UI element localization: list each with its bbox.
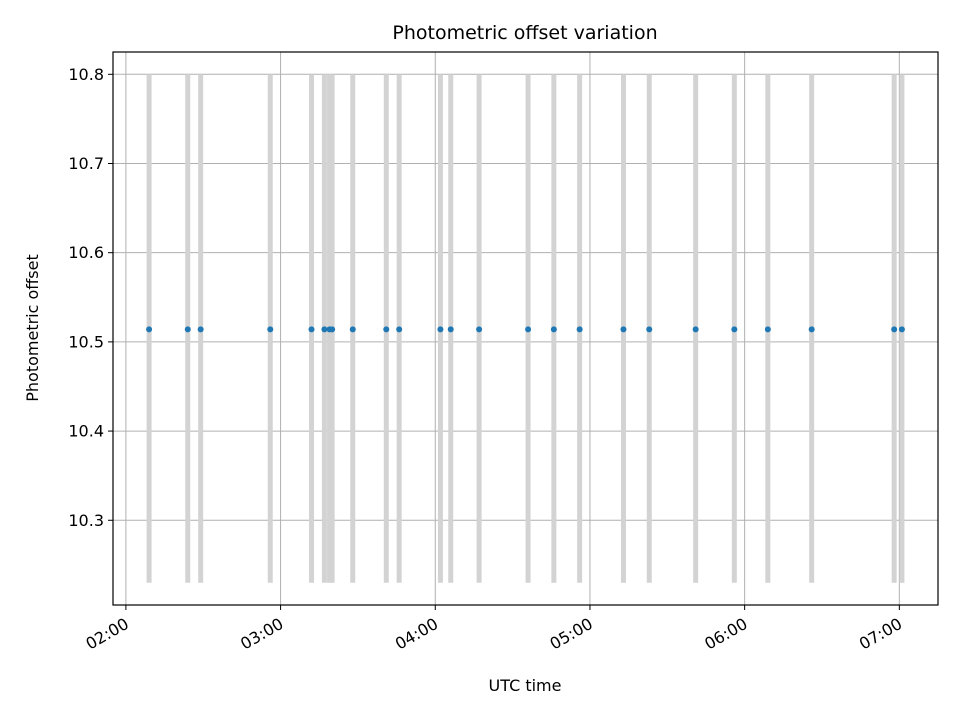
y-tick-label: 10.3 — [68, 511, 104, 530]
data-point — [146, 326, 153, 333]
data-point — [620, 326, 627, 333]
data-point — [267, 326, 274, 333]
data-point — [308, 326, 315, 333]
data-point — [550, 326, 557, 333]
y-tick-label: 10.7 — [68, 154, 104, 173]
data-point — [396, 326, 403, 333]
data-point — [525, 326, 532, 333]
y-tick-label: 10.5 — [68, 332, 104, 351]
data-point — [321, 326, 328, 333]
data-point — [898, 326, 905, 333]
y-tick-label: 10.4 — [68, 422, 104, 441]
data-point — [646, 326, 653, 333]
data-point — [437, 326, 444, 333]
chart-title: Photometric offset variation — [392, 22, 657, 44]
y-tick-label: 10.6 — [68, 243, 104, 262]
x-axis-label: UTC time — [489, 676, 562, 695]
data-point — [576, 326, 583, 333]
data-point — [764, 326, 771, 333]
y-axis-label: Photometric offset — [23, 254, 42, 402]
data-point — [476, 326, 483, 333]
data-point — [197, 326, 204, 333]
data-point — [447, 326, 454, 333]
data-point — [383, 326, 390, 333]
data-points — [146, 326, 905, 333]
y-tick-label: 10.8 — [68, 65, 104, 84]
data-point — [184, 326, 191, 333]
data-point — [891, 326, 898, 333]
data-point — [349, 326, 356, 333]
data-point — [692, 326, 699, 333]
grid — [113, 52, 938, 605]
data-point — [329, 326, 336, 333]
data-point — [808, 326, 815, 333]
plot-area-frame — [112, 51, 939, 606]
data-point — [731, 326, 738, 333]
